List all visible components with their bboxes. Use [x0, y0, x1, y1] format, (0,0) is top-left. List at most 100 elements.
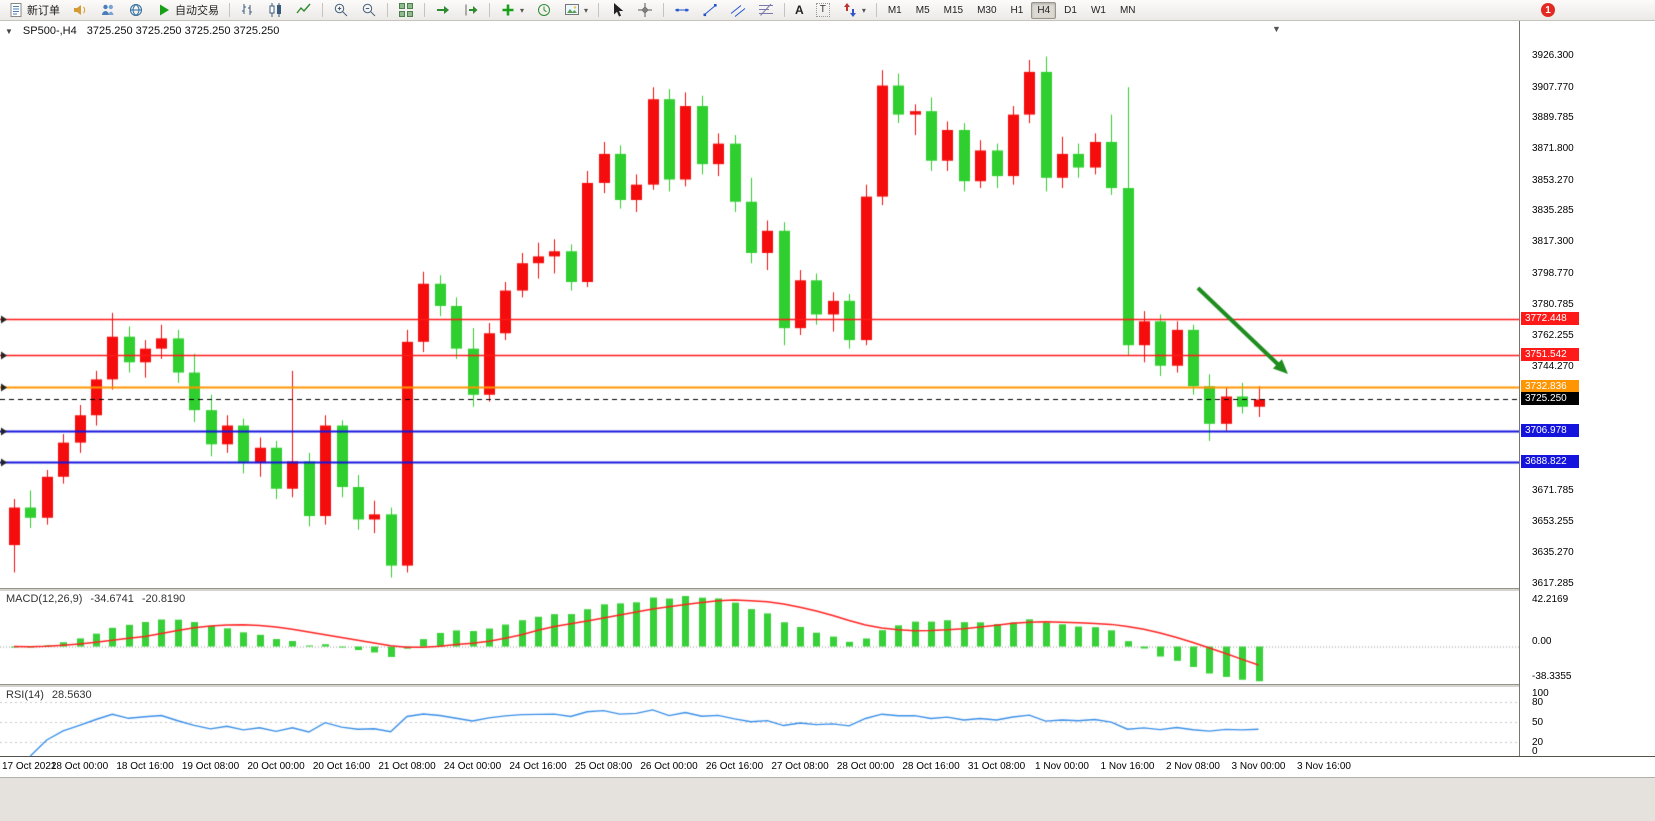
- current-price-tag: 3725.250: [1521, 392, 1579, 406]
- rsi-value: 28.5630: [51, 689, 92, 701]
- macd-name: MACD(12,26,9): [6, 593, 83, 605]
- price-axis-label: 3926.300: [1532, 49, 1574, 61]
- rsi-axis-label: 80: [1532, 696, 1544, 708]
- chart-menu-icon[interactable]: ▼: [5, 26, 13, 36]
- price-axis-label: 3635.270: [1532, 547, 1574, 559]
- main-toolbar: 新订单 自动交易: [0, 0, 1655, 21]
- timeframe-h4[interactable]: H4: [1031, 1, 1057, 19]
- panel-splitter[interactable]: [0, 588, 1655, 592]
- timeframe-m30[interactable]: M30: [977, 4, 997, 16]
- time-axis-label: 24 Oct 16:00: [509, 761, 567, 772]
- separator: [784, 3, 786, 17]
- rsi-label: RSI(14) 28.5630: [6, 689, 92, 701]
- price-line-tag: 3751.542: [1521, 347, 1579, 361]
- timeframe-d1[interactable]: D1: [1064, 4, 1077, 16]
- time-axis-label: 3 Nov 00:00: [1231, 761, 1286, 772]
- price-axis-label: 3853.270: [1532, 174, 1574, 186]
- macd-axis-label: 42.2169: [1532, 594, 1569, 605]
- price-line-tag: 3732.836: [1521, 379, 1579, 393]
- time-axis[interactable]: 17 Oct 2022 18 Oct 00:00 18 Oct 16:00 19 Oc…: [0, 756, 1655, 777]
- separator: [489, 3, 490, 17]
- timeframe-h1[interactable]: H1: [1010, 4, 1024, 16]
- time-axis-label: 25 Oct 08:00: [574, 761, 633, 772]
- globe-icon[interactable]: [123, 0, 149, 20]
- time-axis-label: 21 Oct 08:00: [378, 761, 436, 772]
- price-axis-label: 3817.300: [1532, 236, 1574, 248]
- timeframe-w1[interactable]: W1: [1090, 4, 1106, 16]
- chevron-down-icon: ▾: [584, 5, 589, 15]
- trendline-icon[interactable]: [697, 0, 723, 20]
- label-tool-icon[interactable]: T: [811, 0, 835, 21]
- time-axis-label: 3 Nov 16:00: [1297, 761, 1351, 772]
- arrow-tool-button[interactable]: ▾: [837, 0, 871, 21]
- timeframe-m15[interactable]: M15: [943, 4, 964, 16]
- price-axis-label: 3798.770: [1532, 267, 1574, 279]
- chart-title: ▼ SP500-,H4 3725.250 3725.250 3725.250 3…: [5, 25, 279, 37]
- autoscroll-icon[interactable]: [430, 0, 456, 20]
- separator: [875, 3, 877, 17]
- price-line-tag: 3706.978: [1521, 423, 1579, 437]
- time-axis-label: 18 Oct 16:00: [116, 761, 174, 772]
- price-axis-label: 3871.800: [1532, 143, 1574, 155]
- zoom-out-icon[interactable]: [356, 0, 382, 20]
- chart-shift-icon[interactable]: [458, 0, 484, 20]
- document-icon: [8, 2, 24, 18]
- time-axis-label: 19 Oct 08:00: [181, 761, 240, 772]
- new-order-label: 新订单: [27, 5, 60, 17]
- price-axis-label: 3780.785: [1532, 298, 1574, 310]
- timeframe-mn[interactable]: MN: [1119, 4, 1136, 16]
- macd-axis-label: -38.3355: [1532, 671, 1572, 682]
- chevron-down-icon: ▾: [520, 5, 525, 15]
- price-axis[interactable]: 3926.300 3907.770 3889.785 3871.800 3853.270…: [1519, 21, 1655, 757]
- macd-axis-label: 0.00: [1532, 635, 1552, 647]
- time-axis-label: 24 Oct 00:00: [443, 761, 502, 772]
- panel-splitter[interactable]: [0, 684, 1655, 688]
- price-axis-label: 3889.785: [1532, 112, 1574, 124]
- autotrading-label: 自动交易: [175, 5, 219, 17]
- bar-chart-icon[interactable]: [235, 0, 261, 20]
- arrows-icon: [842, 2, 858, 18]
- window-caret-icon[interactable]: ▼: [1272, 24, 1281, 34]
- template-button[interactable]: ▾: [559, 0, 593, 21]
- notification-badge[interactable]: 1: [1541, 3, 1555, 17]
- chevron-down-icon: ▾: [861, 5, 866, 15]
- time-axis-label: 26 Oct 00:00: [640, 761, 698, 772]
- time-axis-label: 27 Oct 08:00: [771, 761, 829, 772]
- rsi-axis-label: 0: [1532, 746, 1538, 757]
- zoom-in-icon[interactable]: [328, 0, 354, 20]
- price-axis-label: 3907.770: [1532, 81, 1574, 93]
- time-axis-label: 31 Oct 08:00: [967, 761, 1026, 772]
- price-axis-label: 3653.255: [1532, 516, 1574, 528]
- macd-main-value: -34.6741: [90, 593, 134, 605]
- community-icon[interactable]: [95, 0, 121, 20]
- plus-icon: [500, 2, 516, 18]
- cursor-icon[interactable]: [604, 0, 630, 20]
- period-clock-icon[interactable]: [531, 0, 557, 20]
- separator: [424, 3, 425, 17]
- macd-panel-canvas[interactable]: [0, 592, 1519, 684]
- rsi-axis-label: 20: [1532, 737, 1544, 749]
- crosshair-icon[interactable]: [632, 0, 658, 20]
- price-chart-canvas[interactable]: [0, 22, 1519, 588]
- rsi-name: RSI(14): [6, 689, 44, 701]
- timeframe-m5[interactable]: M5: [915, 4, 930, 16]
- rsi-axis-label: 100: [1532, 688, 1549, 699]
- line-chart-icon[interactable]: [291, 0, 317, 20]
- add-indicator-button[interactable]: ▾: [495, 0, 529, 21]
- text-tool-icon[interactable]: A: [795, 3, 804, 17]
- chart-symbol-period: SP500-,H4: [22, 25, 77, 37]
- rsi-panel-canvas[interactable]: [0, 688, 1519, 756]
- play-icon: [156, 2, 172, 18]
- fibonacci-icon[interactable]: [753, 0, 779, 20]
- candlestick-icon[interactable]: [263, 0, 289, 20]
- separator: [663, 3, 665, 17]
- tile-windows-icon[interactable]: [393, 0, 419, 20]
- megaphone-icon[interactable]: [67, 0, 93, 20]
- time-axis-label: 18 Oct 00:00: [50, 761, 109, 772]
- time-axis-label: 20 Oct 16:00: [312, 761, 371, 772]
- new-order-button[interactable]: 新订单: [3, 0, 65, 21]
- channel-icon[interactable]: [725, 0, 751, 20]
- timeframe-m1[interactable]: M1: [887, 4, 902, 16]
- horizontal-line-icon[interactable]: [669, 0, 695, 20]
- autotrading-button[interactable]: 自动交易: [151, 0, 224, 21]
